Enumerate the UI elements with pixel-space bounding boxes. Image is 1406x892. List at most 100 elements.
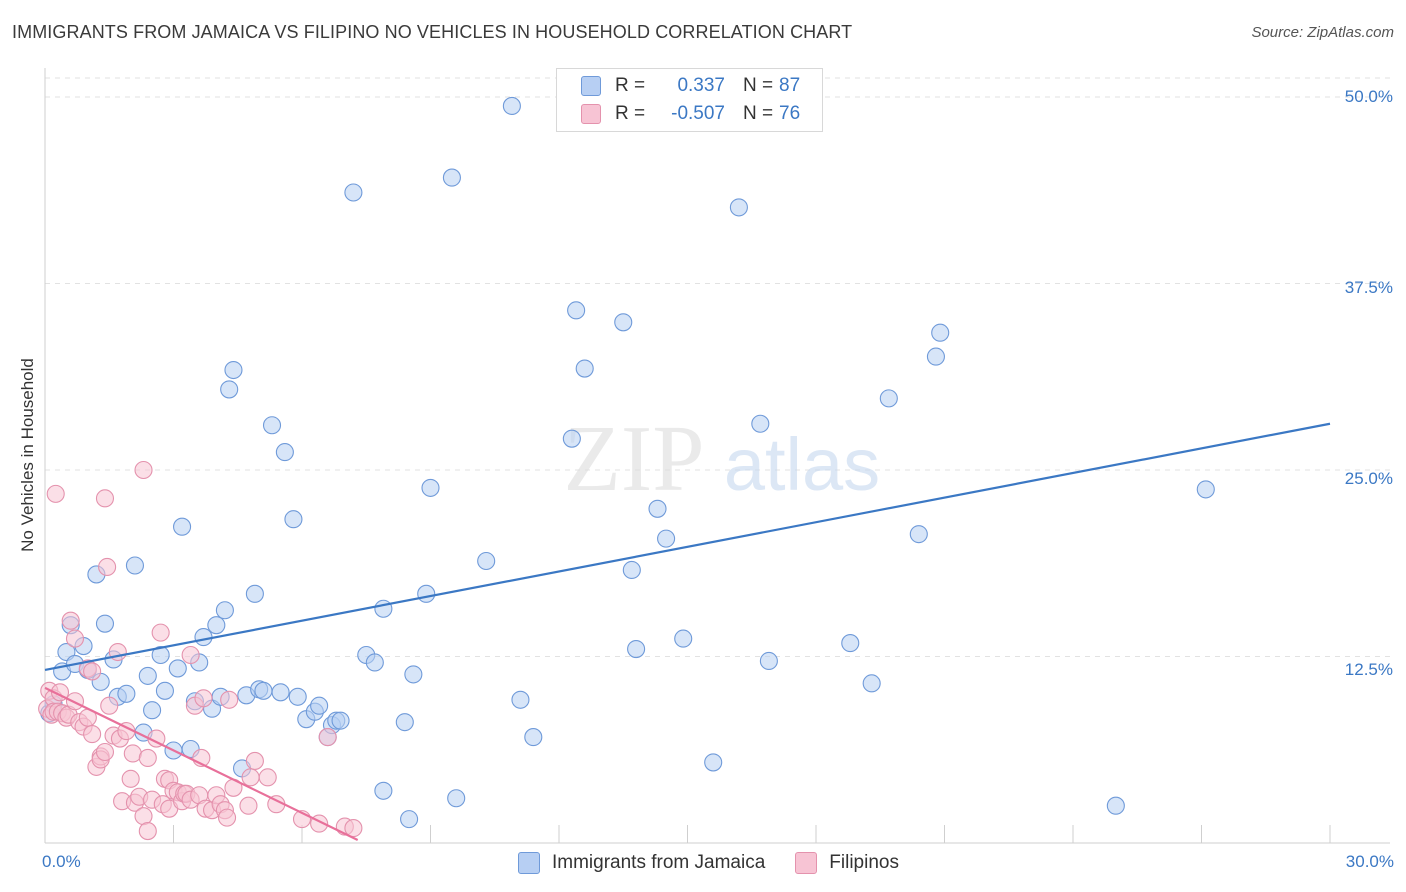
watermark-zip: ZIP bbox=[564, 407, 705, 511]
jamaica-point bbox=[1106, 796, 1125, 815]
y-tick-label: 12.5% bbox=[1344, 660, 1393, 679]
x-tick-label-min: 0.0% bbox=[42, 852, 81, 871]
filipino-point bbox=[83, 725, 102, 744]
legend-swatch-blue bbox=[518, 852, 540, 874]
filipino-point bbox=[100, 696, 119, 715]
jamaica-point bbox=[704, 753, 723, 772]
jamaica-point bbox=[220, 380, 239, 399]
jamaica-point bbox=[395, 713, 414, 732]
jamaica-point bbox=[862, 674, 881, 693]
legend-swatch-pink bbox=[581, 104, 601, 124]
jamaica-point bbox=[511, 690, 530, 709]
jamaica-point bbox=[477, 551, 496, 571]
legend-label-filipino: Filipinos bbox=[829, 852, 899, 873]
jamaica-point bbox=[168, 659, 187, 678]
series-legend: Immigrants from Jamaica Filipinos bbox=[518, 852, 929, 874]
jamaica-point bbox=[442, 168, 461, 187]
filipino-point bbox=[138, 748, 157, 768]
jamaica-point bbox=[879, 389, 898, 408]
jamaica-point bbox=[173, 517, 192, 536]
legend-row-filipino: R = -0.507 N = 76 bbox=[581, 103, 800, 125]
jamaica-point bbox=[729, 198, 748, 217]
jamaica-point bbox=[310, 696, 329, 715]
legend-n-label: N = bbox=[743, 103, 774, 124]
legend-item-filipino: Filipinos bbox=[795, 852, 899, 874]
jamaica-point bbox=[254, 681, 273, 700]
jamaica-point bbox=[125, 556, 144, 575]
legend-swatch-pink bbox=[795, 852, 818, 874]
filipino-point bbox=[61, 611, 80, 630]
jamaica-point bbox=[1196, 480, 1215, 499]
y-tick-label: 50.0% bbox=[1344, 87, 1393, 106]
jamaica-point bbox=[524, 728, 543, 747]
series-filipino-points bbox=[38, 460, 363, 841]
legend-r-label: R = bbox=[615, 103, 646, 124]
grid-lines bbox=[45, 77, 1390, 657]
y-tick-label: 25.0% bbox=[1344, 469, 1393, 488]
jamaica-point bbox=[245, 584, 264, 603]
filipino-point bbox=[239, 796, 258, 815]
jamaica-point bbox=[344, 183, 363, 202]
chart-title: IMMIGRANTS FROM JAMAICA VS FILIPINO NO V… bbox=[12, 22, 853, 42]
jamaica-point bbox=[331, 711, 350, 730]
jamaica-point bbox=[502, 96, 521, 116]
y-tick-label: 37.5% bbox=[1344, 278, 1393, 297]
filipino-point bbox=[123, 744, 142, 763]
jamaica-point bbox=[155, 681, 174, 700]
jamaica-point bbox=[926, 347, 945, 366]
jamaica-point bbox=[759, 651, 778, 671]
jamaica-point bbox=[95, 614, 115, 633]
jamaica-point bbox=[224, 360, 243, 380]
filipino-trend-line bbox=[44, 686, 359, 842]
jamaica-point bbox=[143, 701, 162, 720]
legend-item-jamaica: Immigrants from Jamaica bbox=[518, 852, 765, 874]
legend-r-label: R = bbox=[615, 75, 646, 96]
legend-r-value: -0.507 bbox=[671, 103, 725, 124]
jamaica-point bbox=[562, 429, 581, 448]
jamaica-point bbox=[447, 789, 466, 808]
filipino-point bbox=[138, 822, 157, 841]
jamaica-trend-line bbox=[44, 422, 1331, 672]
legend-n-label: N = bbox=[743, 75, 774, 96]
legend-n-value: 87 bbox=[779, 75, 801, 96]
filipino-point bbox=[83, 662, 102, 681]
jamaica-point bbox=[648, 499, 667, 518]
legend-swatch-blue bbox=[581, 76, 601, 96]
legend-r-value: 0.337 bbox=[677, 75, 725, 96]
jamaica-point bbox=[262, 416, 282, 435]
jamaica-point bbox=[138, 666, 157, 685]
jamaica-point bbox=[417, 584, 436, 603]
filipino-point bbox=[98, 557, 117, 577]
source-credit: Source: ZipAtlas.com bbox=[1251, 24, 1394, 41]
axes bbox=[44, 68, 1390, 844]
legend-label-jamaica: Immigrants from Jamaica bbox=[552, 852, 766, 873]
jamaica-point bbox=[909, 525, 928, 544]
jamaica-point bbox=[194, 628, 213, 647]
jamaica-point bbox=[575, 359, 594, 378]
filipino-point bbox=[344, 819, 363, 838]
jamaica-point bbox=[284, 510, 303, 529]
filipino-point bbox=[194, 689, 213, 708]
x-tick-label-max: 30.0% bbox=[1345, 852, 1394, 871]
filipino-point bbox=[151, 623, 170, 642]
filipino-point bbox=[181, 645, 200, 665]
jamaica-point bbox=[841, 634, 860, 653]
trend-lines bbox=[44, 422, 1331, 842]
filipino-point bbox=[258, 768, 277, 787]
filipino-point bbox=[134, 460, 153, 480]
filipino-point bbox=[217, 808, 237, 827]
jamaica-point bbox=[288, 687, 307, 706]
jamaica-point bbox=[404, 665, 423, 684]
filipino-point bbox=[65, 629, 85, 648]
jamaica-point bbox=[215, 601, 234, 620]
filipino-point bbox=[220, 690, 239, 709]
jamaica-point bbox=[365, 653, 384, 672]
jamaica-point bbox=[117, 684, 136, 703]
filipino-point bbox=[95, 489, 115, 508]
filipino-point bbox=[318, 728, 337, 747]
jamaica-point bbox=[567, 301, 586, 320]
jamaica-point bbox=[931, 323, 950, 342]
jamaica-point bbox=[374, 599, 393, 618]
filipino-point bbox=[95, 742, 115, 762]
